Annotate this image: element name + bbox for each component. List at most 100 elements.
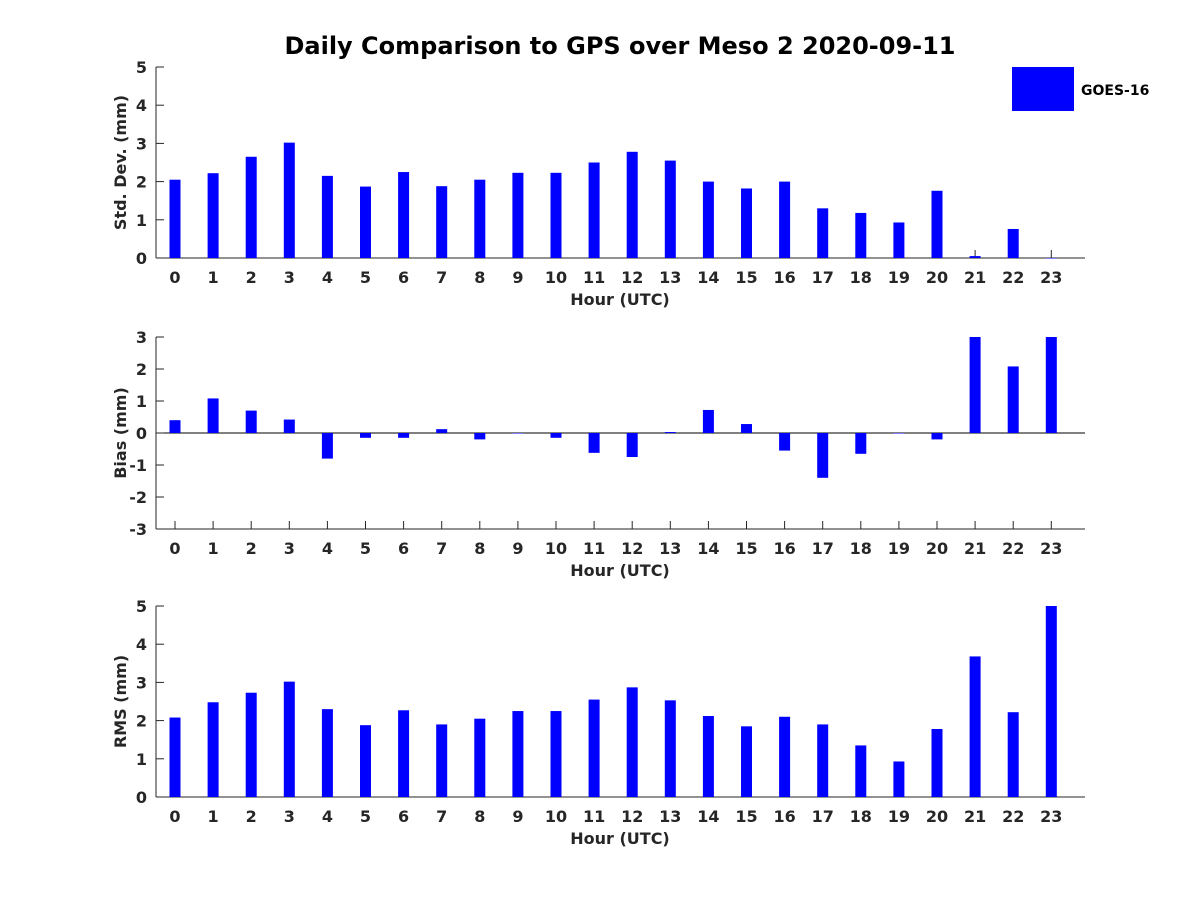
std-dev-bar: [855, 212, 867, 258]
bias-bar: [969, 337, 981, 433]
bias-x-tick-label: 17: [812, 539, 834, 558]
bias-bar: [360, 433, 371, 438]
rms-bar: [398, 710, 410, 797]
std-dev-x-tick-label: 10: [545, 268, 567, 287]
rms-x-tick-label: 5: [360, 807, 371, 826]
bias-x-tick-label: 3: [284, 539, 295, 558]
rms-y-tick-label: 3: [136, 673, 147, 692]
rms-x-tick-label: 16: [773, 807, 795, 826]
rms-bar: [893, 761, 905, 797]
bias-x-tick-label: 12: [621, 539, 643, 558]
bias-x-tick-label: 4: [322, 539, 333, 558]
bias-bar: [550, 433, 562, 438]
std-dev-x-tick-label: 0: [169, 268, 180, 287]
std-dev-y-tick-label: 5: [136, 58, 147, 77]
rms-x-tick-label: 8: [474, 807, 485, 826]
rms-bar: [1045, 606, 1057, 797]
std-dev-y-tick-label: 1: [136, 211, 147, 230]
bias-x-tick-label: 18: [850, 539, 872, 558]
rms-x-tick-label: 21: [964, 807, 986, 826]
std-dev-bar: [550, 172, 562, 258]
std-dev-bar: [398, 172, 410, 258]
bias-x-tick-label: 11: [583, 539, 605, 558]
bias-bar: [855, 433, 867, 454]
rms-y-tick-label: 5: [136, 597, 147, 616]
std-dev-bar: [1007, 228, 1019, 258]
std-dev-x-tick-label: 15: [735, 268, 757, 287]
std-dev-bar: [931, 190, 943, 258]
bias-y-tick-label: 2: [136, 360, 147, 379]
rms-bar: [1007, 712, 1019, 797]
rms-bar: [817, 724, 829, 797]
bias-x-tick-label: 23: [1040, 539, 1062, 558]
std-dev-x-tick-label: 18: [850, 268, 872, 287]
bias-bar: [1045, 337, 1057, 433]
std-dev-bar: [969, 256, 981, 258]
rms-x-tick-label: 15: [735, 807, 757, 826]
rms-bar: [931, 729, 943, 797]
legend-label: GOES-16: [1081, 83, 1149, 99]
rms-bar: [626, 687, 638, 797]
bias-bar: [321, 433, 333, 459]
bias-bar: [283, 419, 295, 433]
rms-bar: [779, 716, 791, 797]
rms-bar: [245, 692, 257, 797]
rms-y-tick-label: 2: [136, 712, 147, 731]
bias-x-tick-label: 0: [169, 539, 180, 558]
std-dev-x-tick-label: 4: [322, 268, 333, 287]
std-dev-bar: [817, 208, 829, 258]
std-dev-bar: [779, 181, 791, 258]
bias-x-tick-label: 13: [659, 539, 681, 558]
rms-bar: [969, 656, 981, 797]
std-dev-bar: [702, 181, 714, 258]
std-dev-bar: [1045, 258, 1057, 259]
bias-x-tick-label: 6: [398, 539, 409, 558]
bias-y-tick-label: -2: [129, 488, 147, 507]
bias-bar: [588, 433, 600, 453]
rms-x-tick-label: 9: [512, 807, 523, 826]
rms-bar: [321, 709, 333, 797]
bias-bar: [893, 433, 905, 434]
bias-y-tick-label: -3: [129, 520, 147, 539]
rms-x-axis-label: Hour (UTC): [570, 829, 670, 848]
bias-x-tick-label: 8: [474, 539, 485, 558]
std-dev-bar: [512, 172, 524, 258]
bias-x-tick-label: 9: [512, 539, 523, 558]
rms-bar: [855, 745, 867, 797]
rms-bar: [550, 711, 562, 797]
legend-swatch: [1012, 67, 1074, 111]
std-dev-bar: [245, 156, 257, 258]
rms-bar: [512, 711, 524, 797]
bias-bar: [398, 433, 410, 438]
std-dev-bar: [207, 173, 219, 258]
rms-bar: [702, 716, 714, 797]
bias-bar: [817, 433, 829, 478]
rms-x-tick-label: 12: [621, 807, 643, 826]
rms-y-tick-label: 0: [136, 788, 147, 807]
rms-x-tick-label: 7: [436, 807, 447, 826]
bias-x-tick-label: 10: [545, 539, 567, 558]
rms-x-tick-label: 23: [1040, 807, 1062, 826]
bias-bar: [702, 409, 714, 433]
bias-bar: [436, 429, 448, 433]
std-dev-bar: [474, 179, 486, 258]
bias-bar: [512, 433, 524, 434]
rms-bar: [664, 700, 676, 797]
std-dev-x-tick-label: 12: [621, 268, 643, 287]
bias-x-axis-label: Hour (UTC): [570, 561, 670, 580]
std-dev-x-tick-label: 2: [246, 268, 257, 287]
rms-bar: [207, 702, 219, 797]
bias-y-tick-label: -1: [129, 456, 147, 475]
bias-bar: [1007, 366, 1019, 433]
bias-bar: [207, 398, 219, 433]
bias-x-tick-label: 21: [964, 539, 986, 558]
bias-x-tick-label: 19: [888, 539, 910, 558]
std-dev-bar: [626, 151, 638, 258]
std-dev-x-tick-label: 9: [512, 268, 523, 287]
bias-y-axis-label: Bias (mm): [111, 387, 130, 479]
bias-bar: [779, 433, 791, 451]
std-dev-y-tick-label: 3: [136, 134, 147, 153]
std-dev-bar: [436, 186, 448, 258]
